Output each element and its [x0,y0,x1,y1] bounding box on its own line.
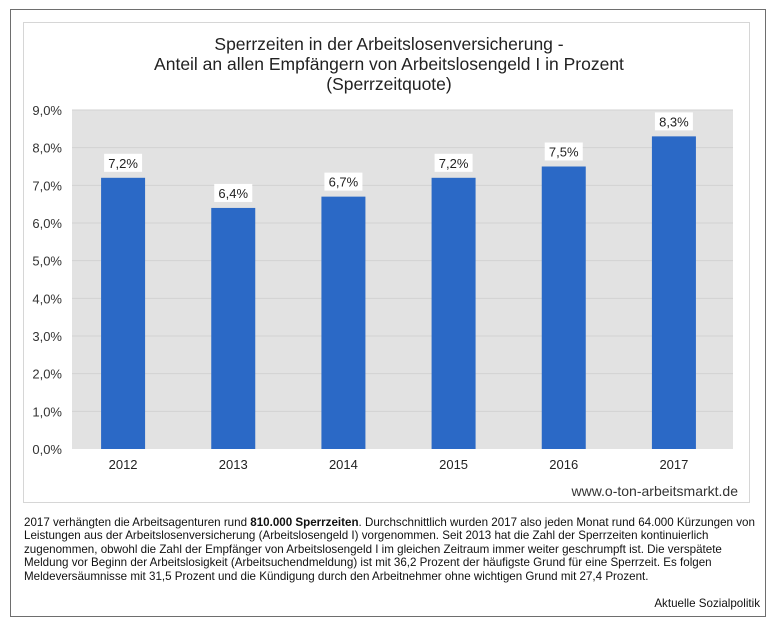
y-tick-label: 3,0% [32,329,62,344]
bar [651,136,696,449]
bar [101,177,146,450]
bar [541,166,586,449]
data-label-box [434,153,473,172]
x-tick-label: 2016 [549,457,578,472]
data-label-box [324,172,363,191]
y-tick-label: 2,0% [32,367,62,382]
outer-frame [10,9,766,617]
caption-text: 2017 verhängten die Arbeitsagenturen run… [24,516,764,583]
x-tick-label: 2012 [109,457,138,472]
chart-title-line-3: (Sperrzeitquote) [326,74,452,94]
x-tick-label: 2017 [659,457,688,472]
watermark: www.o-ton-arbeitsmarkt.de [571,483,738,499]
x-tick-label: 2015 [439,457,468,472]
y-tick-label: 8,0% [32,141,62,156]
caption-part-2: . Durchschnittlich wurden 2017 also jede… [24,516,755,583]
data-label-box [104,153,143,172]
data-label: 8,3% [659,114,689,129]
data-label: 7,5% [549,145,579,160]
caption-bold: 810.000 Sperrzeiten [250,516,359,529]
x-tick-label: 2013 [219,457,248,472]
data-label: 6,7% [329,175,359,190]
y-tick-label: 0,0% [32,442,62,457]
data-label: 7,2% [439,156,469,171]
source-label: Aktuelle Sozialpolitik [654,597,760,610]
y-tick-label: 9,0% [32,103,62,118]
y-tick-label: 1,0% [32,404,62,419]
bar [321,196,366,449]
chart-frame [23,22,750,503]
caption-part-1: 2017 verhängten die Arbeitsagenturen run… [24,516,251,529]
x-tick-label: 2014 [329,457,358,472]
y-tick-label: 7,0% [32,178,62,193]
chart-title: Sperrzeiten in der Arbeitslosenversicher… [0,34,778,94]
data-label: 7,2% [108,156,138,171]
data-label-box [214,183,253,202]
chart-title-line-2: Anteil an allen Empfängern von Arbeitslo… [154,54,624,74]
chart-title-line-1: Sperrzeiten in der Arbeitslosenversicher… [214,34,564,54]
y-tick-label: 5,0% [32,254,62,269]
bar [211,207,256,449]
data-label: 6,4% [218,186,248,201]
bar [431,177,476,450]
data-label-box [654,112,693,131]
y-tick-label: 4,0% [32,291,62,306]
data-label-box [544,142,583,161]
plot-area [72,110,733,449]
y-tick-label: 6,0% [32,216,62,231]
